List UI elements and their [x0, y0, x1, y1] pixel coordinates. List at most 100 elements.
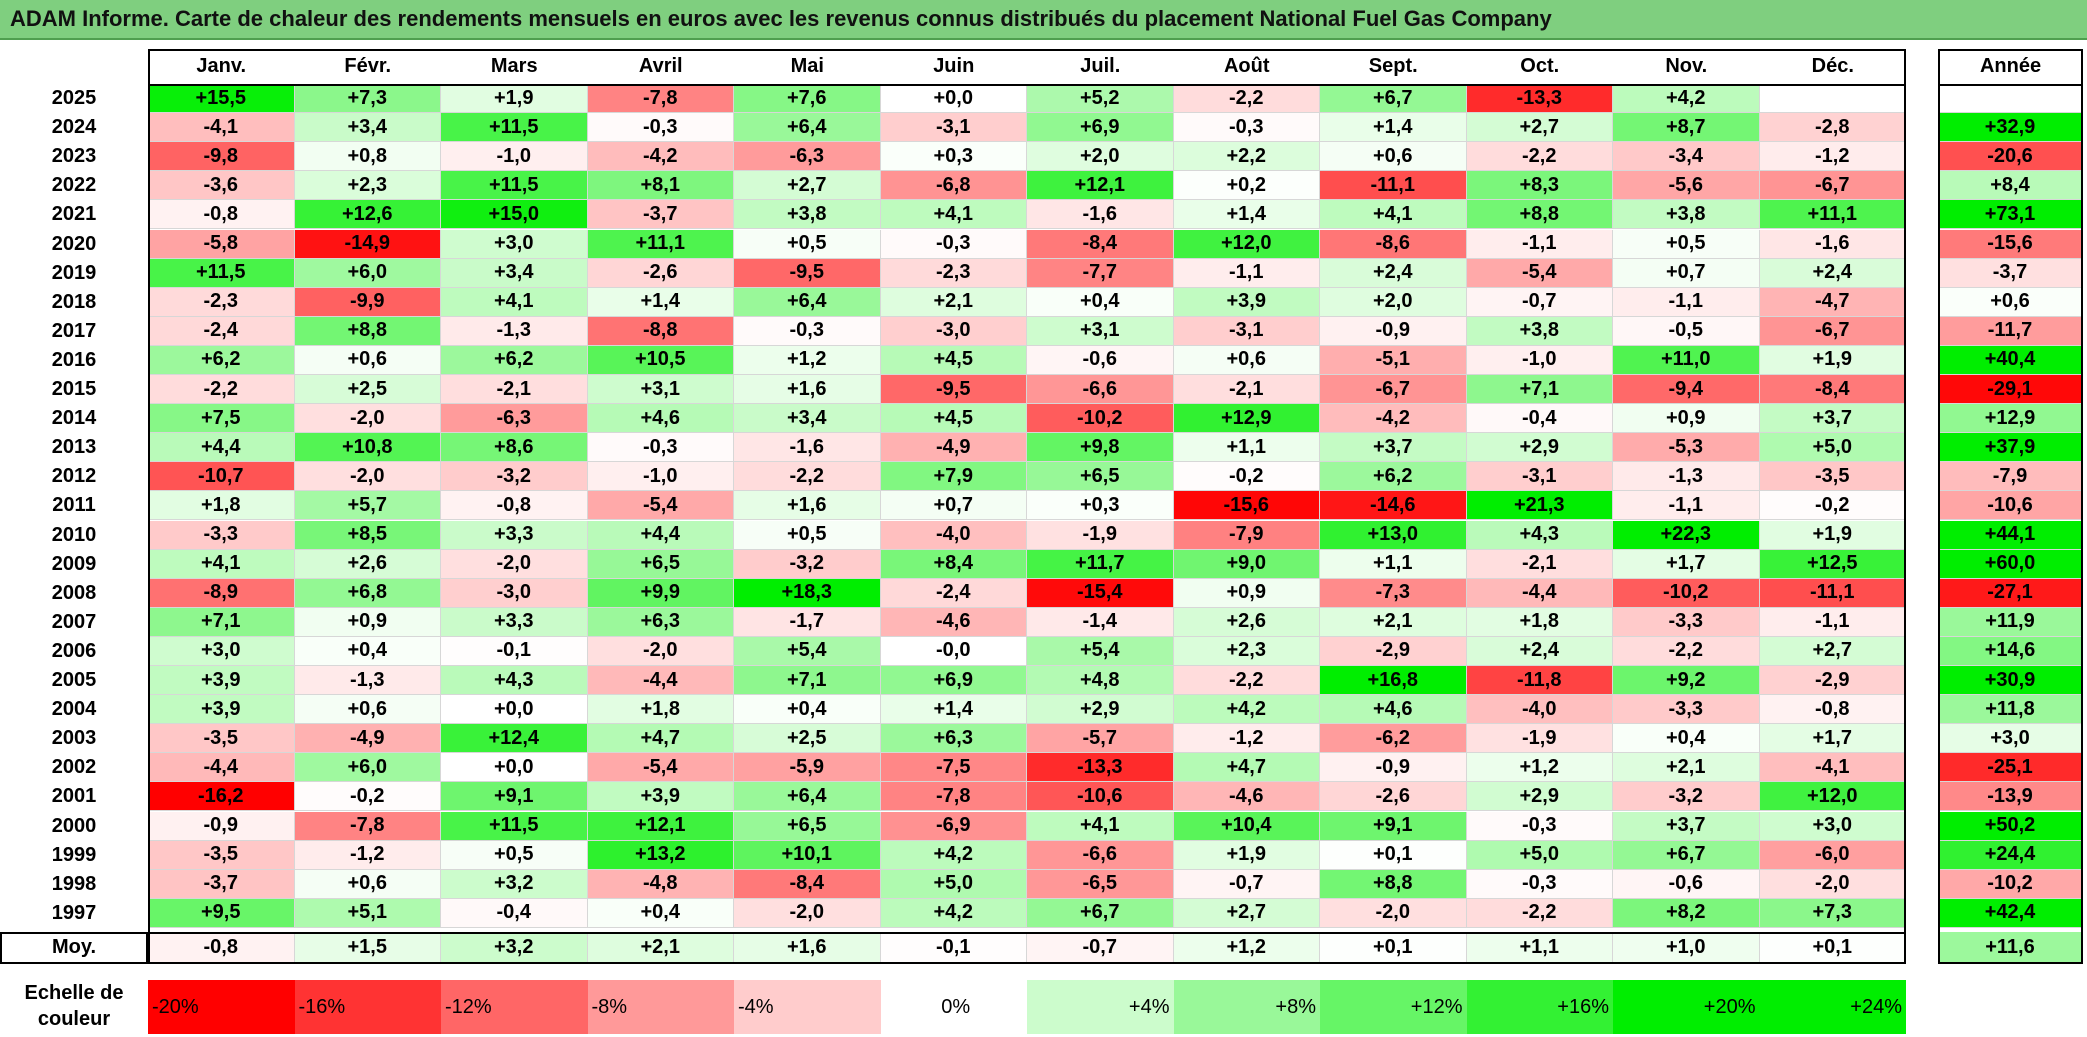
heatmap-cell: +3,7 [1759, 404, 1906, 434]
heatmap-cell: -1,3 [441, 316, 588, 346]
heatmap-cell: +15,0 [441, 200, 588, 230]
heatmap-cell: -2,0 [1759, 869, 1906, 899]
heatmap-cell: -14,9 [294, 229, 441, 259]
heatmap-cell: -5,7 [1027, 724, 1174, 754]
year-label: 2000 [51, 814, 97, 837]
heatmap-cell: +3,4 [734, 404, 881, 434]
month-header: Oct. [1520, 55, 1560, 77]
month-header: Janv. [196, 55, 247, 77]
average-cell: +0,1 [1759, 931, 1906, 964]
year-label: 2012 [51, 465, 97, 488]
heatmap-cell: -6,7 [1320, 375, 1467, 405]
average-cell: -0,8 [148, 931, 295, 964]
heatmap-cell: +6,5 [1027, 462, 1174, 492]
heatmap-cell: +2,3 [1173, 636, 1320, 666]
heatmap-cell: -6,5 [1027, 869, 1174, 899]
year-label: 2015 [51, 378, 97, 401]
heatmap-cell: -5,4 [587, 753, 734, 783]
scale-swatch: -4% [734, 980, 881, 1034]
heatmap-cell: +11,1 [1759, 200, 1906, 230]
heatmap-cell: -2,2 [148, 375, 295, 405]
annual-cell: +3,0 [1938, 724, 2083, 754]
heatmap-cell: -1,4 [1027, 607, 1174, 637]
year-label: 1999 [51, 843, 97, 866]
heatmap-cell: +1,6 [734, 491, 881, 521]
heatmap-cell: +7,9 [880, 462, 1027, 492]
heatmap-cell: -5,4 [587, 491, 734, 521]
heatmap-cell: -0,5 [1613, 316, 1760, 346]
heatmap-cell: -9,9 [294, 287, 441, 317]
heatmap-cell: +3,9 [148, 695, 295, 725]
heatmap-cell: -2,8 [1759, 113, 1906, 143]
average-cell: +1,1 [1466, 931, 1613, 964]
heatmap-cell: -0,8 [1759, 695, 1906, 725]
heatmap-cell: +6,3 [587, 607, 734, 637]
heatmap-cell: +12,9 [1173, 404, 1320, 434]
heatmap-cell: +6,4 [734, 113, 881, 143]
heatmap-cell: -1,0 [587, 462, 734, 492]
annual-cell: -15,6 [1938, 229, 2083, 259]
chart-title: ADAM Informe. Carte de chaleur des rende… [10, 6, 1552, 31]
heatmap-cell: +0,9 [294, 607, 441, 637]
average-label: Moy. [51, 936, 97, 959]
heatmap-cell: +2,3 [294, 171, 441, 201]
year-label: 1997 [51, 901, 97, 924]
annual-cell: +30,9 [1938, 666, 2083, 696]
heatmap-cell: -9,4 [1613, 375, 1760, 405]
heatmap-cell: -2,1 [441, 375, 588, 405]
month-header: Déc. [1811, 55, 1854, 77]
year-label: 2001 [51, 785, 97, 808]
heatmap-cell: +9,0 [1173, 549, 1320, 579]
heatmap-cell: +6,7 [1613, 840, 1760, 870]
heatmap-cell: +1,9 [441, 84, 588, 114]
heatmap-cell: +3,9 [1173, 287, 1320, 317]
heatmap-cell: -4,9 [294, 724, 441, 754]
heatmap-cell: +2,0 [1027, 142, 1174, 172]
heatmap-cell: +12,1 [587, 811, 734, 841]
heatmap-cell: +11,0 [1613, 345, 1760, 375]
heatmap-cell: -6,9 [880, 811, 1027, 841]
heatmap-cell: -0,1 [441, 636, 588, 666]
heatmap-cell: -4,6 [1173, 782, 1320, 812]
heatmap-cell: +1,4 [1320, 113, 1467, 143]
year-label: 2017 [51, 319, 97, 342]
annual-cell: +42,4 [1938, 898, 2083, 928]
heatmap-cell: -0,3 [1173, 113, 1320, 143]
heatmap-cell: +4,1 [880, 200, 1027, 230]
heatmap-cell: +12,1 [1027, 171, 1174, 201]
heatmap-cell: -15,4 [1027, 578, 1174, 608]
heatmap-cell: +3,7 [1613, 811, 1760, 841]
year-label: 2016 [51, 348, 97, 371]
heatmap-cell: +11,1 [587, 229, 734, 259]
year-label: 1998 [51, 872, 97, 895]
heatmap-cell: -13,3 [1466, 84, 1613, 114]
heatmap-cell: -0,7 [1466, 287, 1613, 317]
month-header: Févr. [344, 55, 392, 77]
heatmap-cell: +0,0 [441, 753, 588, 783]
heatmap-cell: -3,0 [441, 578, 588, 608]
heatmap-cell: +0,1 [1320, 840, 1467, 870]
heatmap-cell: -0,0 [880, 636, 1027, 666]
heatmap-cell: +3,8 [1613, 200, 1760, 230]
heatmap-cell: -8,9 [148, 578, 295, 608]
heatmap-cell: +13,2 [587, 840, 734, 870]
heatmap-cell: +4,5 [880, 345, 1027, 375]
heatmap-cell: +0,0 [441, 695, 588, 725]
heatmap-cell: +12,6 [294, 200, 441, 230]
annual-cell: +37,9 [1938, 433, 2083, 463]
heatmap-cell: +1,9 [1173, 840, 1320, 870]
heatmap-cell: +0,4 [1027, 287, 1174, 317]
heatmap-cell: -2,0 [294, 404, 441, 434]
heatmap-cell: -1,2 [294, 840, 441, 870]
heatmap-cell: +22,3 [1613, 520, 1760, 550]
heatmap-cell: -0,6 [1613, 869, 1760, 899]
heatmap-cell: +0,3 [880, 142, 1027, 172]
month-header: Mars [490, 55, 538, 77]
annual-cell [1938, 84, 2083, 114]
heatmap-cell: +1,6 [734, 375, 881, 405]
heatmap-cell: -2,2 [1173, 666, 1320, 696]
heatmap-cell: +0,4 [1613, 724, 1760, 754]
year-label: 2005 [51, 669, 97, 692]
heatmap-cell: +0,5 [441, 840, 588, 870]
heatmap-cell: +5,1 [294, 898, 441, 928]
